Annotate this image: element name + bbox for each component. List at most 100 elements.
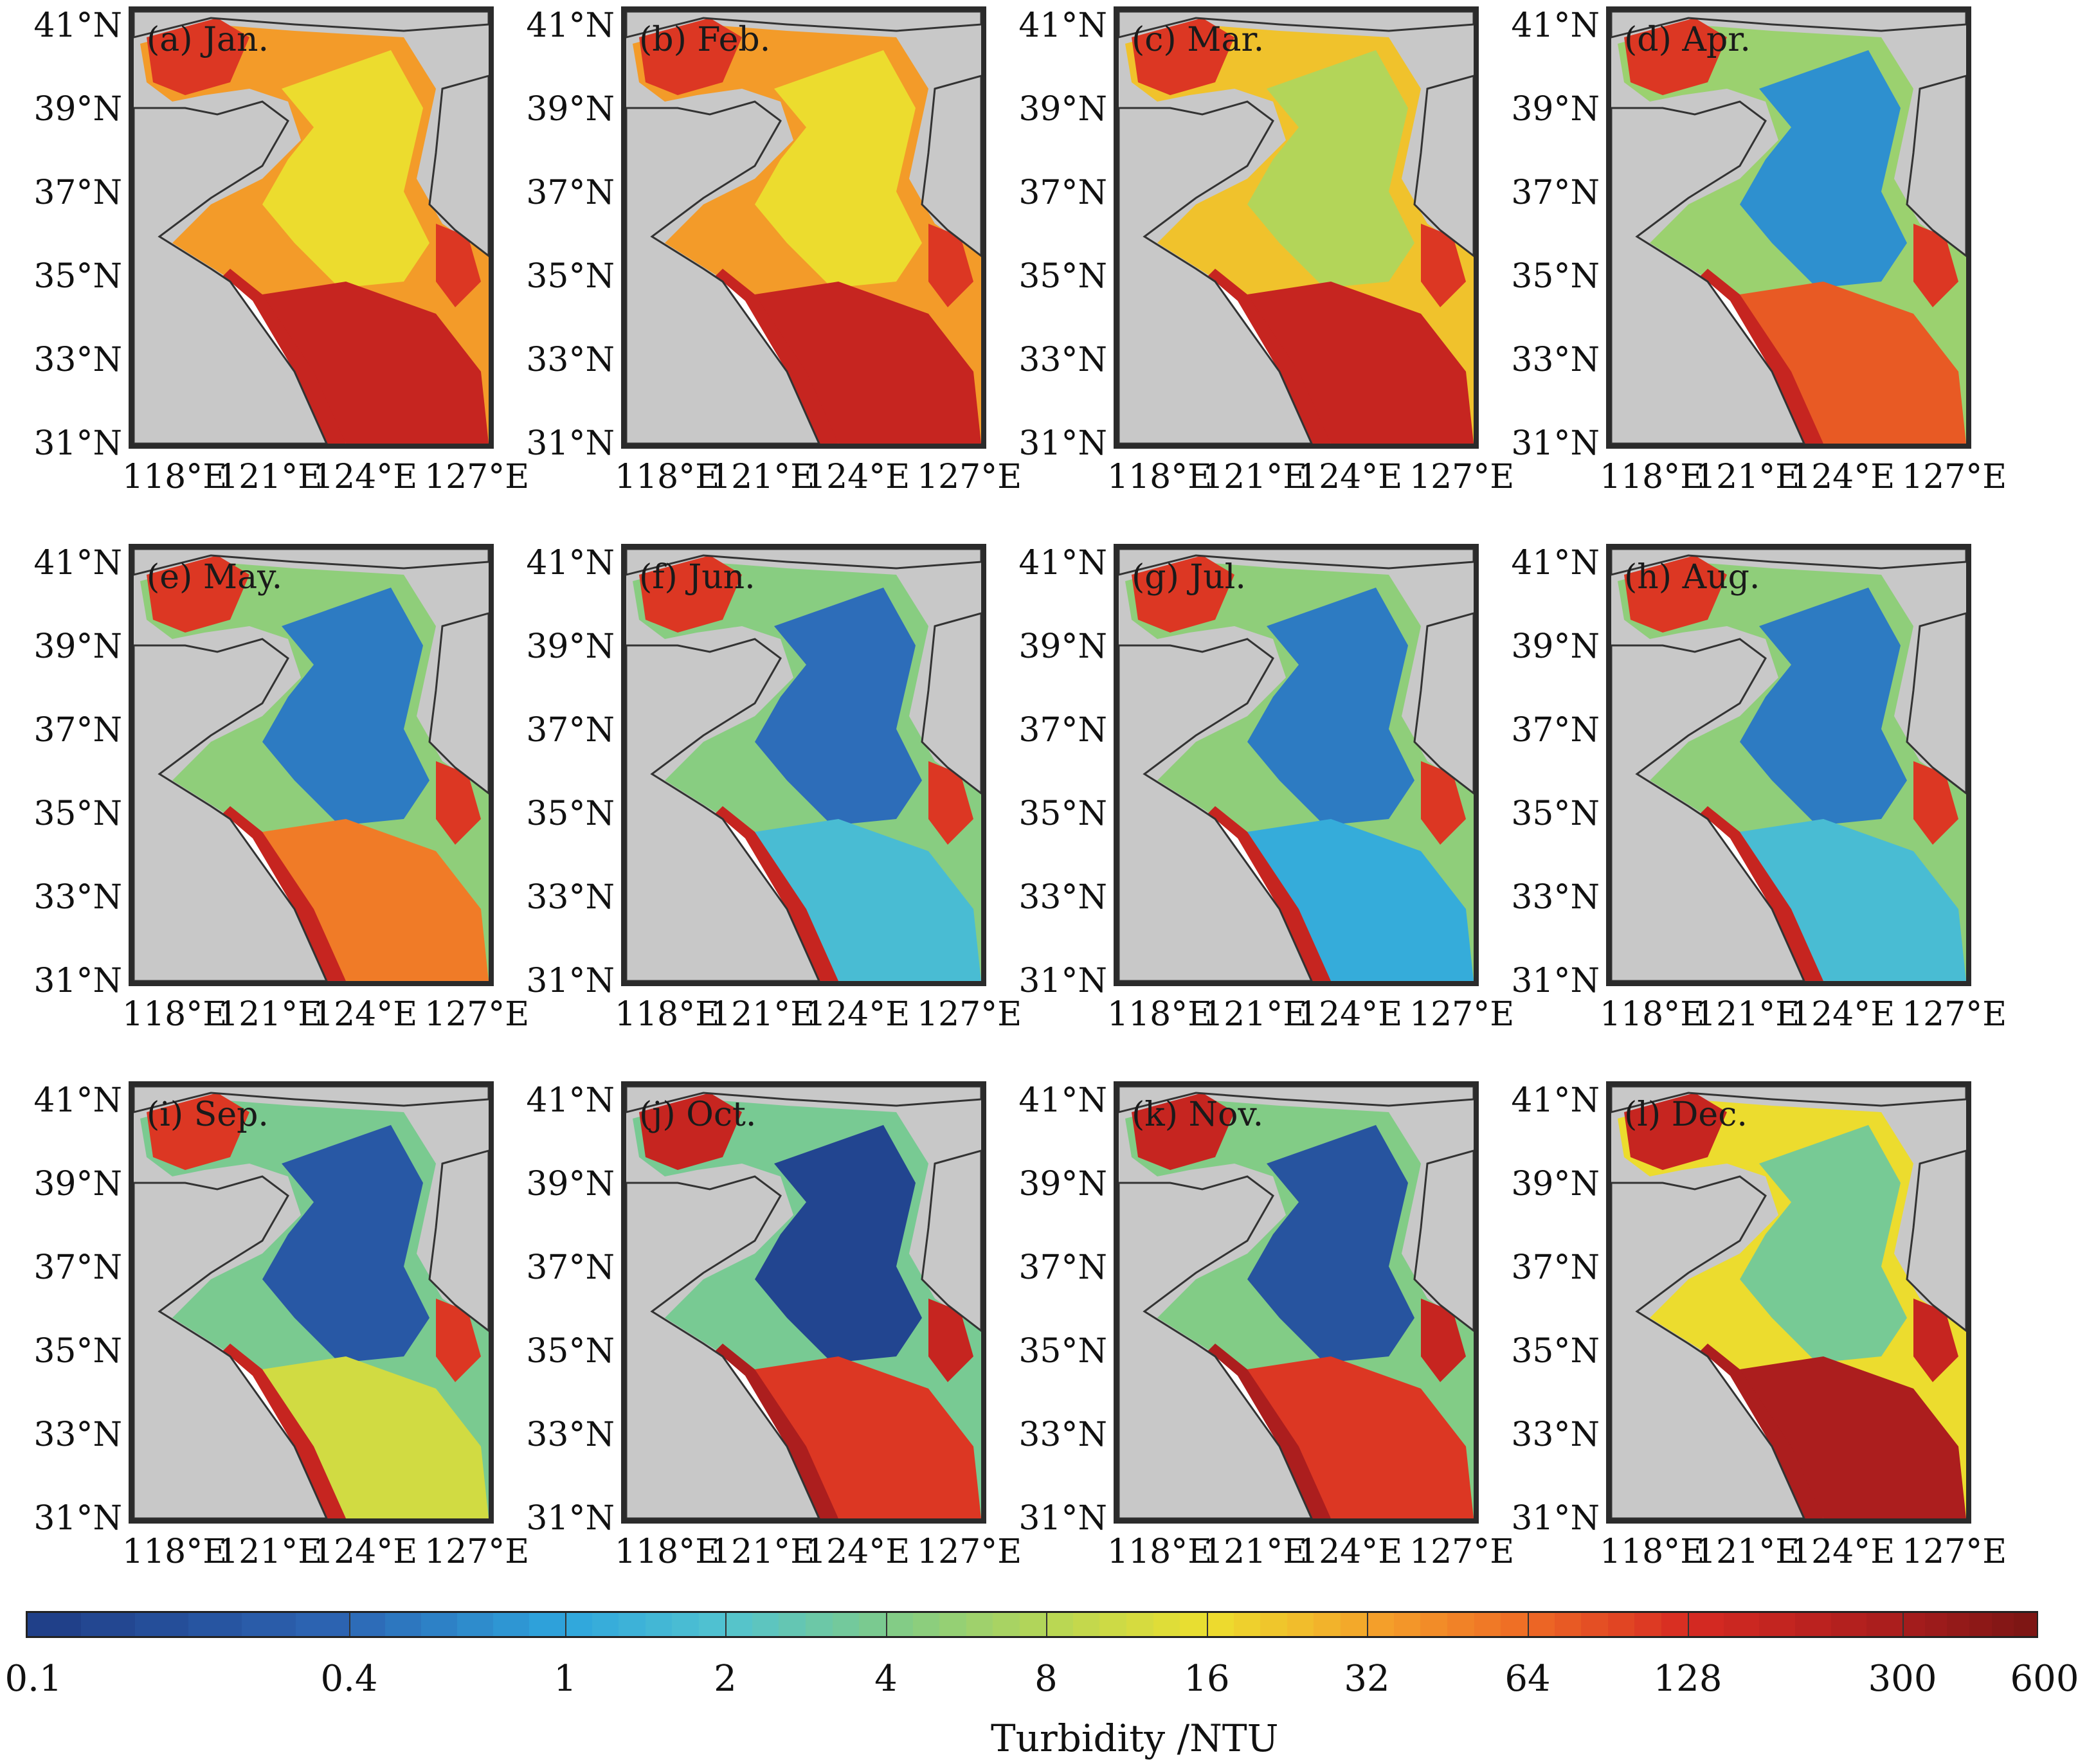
turbidity-map bbox=[134, 1086, 489, 1518]
longitude-axis: 118°E 121°E 124°E 127°E bbox=[615, 458, 1022, 503]
bohai-sea-region bbox=[1132, 18, 1234, 95]
colorbar-segment bbox=[1902, 1613, 1926, 1636]
colorbar-tick-label: 1 bbox=[554, 1658, 577, 1700]
latitude-tick-label: 39°N bbox=[1511, 1165, 1600, 1203]
panel-label: (d) Apr. bbox=[1624, 21, 1751, 59]
bohai-sea-region bbox=[1624, 1093, 1727, 1170]
land-china bbox=[1119, 1176, 1312, 1518]
map-frame: (e) May. bbox=[129, 544, 494, 986]
colorbar-segment bbox=[295, 1613, 350, 1636]
southern-shelf-region bbox=[262, 819, 489, 981]
latitude-tick-label: 33°N bbox=[526, 1416, 615, 1454]
longitude-tick-label: 121°E bbox=[710, 995, 815, 1034]
colorbar-segment bbox=[1866, 1613, 1903, 1636]
latitude-tick-label: 31°N bbox=[33, 424, 122, 463]
korean-coast-region bbox=[1421, 761, 1466, 845]
map-panel: 41°N 39°N 37°N 35°N 33°N 31°N (h) Aug. 118°E 121… bbox=[1477, 537, 2007, 1055]
colorbar-segment bbox=[1099, 1613, 1127, 1636]
colorbar-segment bbox=[1528, 1613, 1555, 1636]
land-korea bbox=[922, 613, 981, 793]
panel-label: (h) Aug. bbox=[1624, 558, 1760, 597]
coastline bbox=[1906, 612, 1966, 795]
coastline bbox=[626, 1086, 981, 1113]
map-frame: (l) Dec. bbox=[1606, 1081, 1971, 1524]
coastline bbox=[1611, 549, 1966, 576]
colorbar-segment bbox=[1607, 1613, 1635, 1636]
map-panel: 41°N 39°N 37°N 35°N 33°N 31°N (d) Apr. 118°E 121… bbox=[1477, 0, 2007, 518]
southern-shelf-region bbox=[755, 282, 981, 444]
latitude-tick-label: 37°N bbox=[33, 711, 122, 750]
longitude-tick-label: 118°E bbox=[1600, 1533, 1705, 1571]
map-frame: (a) Jan. bbox=[129, 6, 494, 449]
map-frame: (b) Feb. bbox=[621, 6, 986, 449]
latitude-axis: 41°N 39°N 37°N 35°N 33°N 31°N bbox=[0, 537, 122, 998]
latitude-tick-label: 35°N bbox=[1511, 795, 1600, 833]
longitude-tick-label: 124°E bbox=[805, 995, 910, 1034]
colorbar-segment bbox=[134, 1613, 189, 1636]
offshore-region bbox=[1247, 588, 1414, 825]
longitude-tick-label: 127°E bbox=[424, 458, 530, 496]
colorbar-divider bbox=[886, 1613, 887, 1636]
latitude-tick-label: 37°N bbox=[1511, 711, 1600, 750]
coastline bbox=[626, 100, 820, 444]
longitude-tick-label: 121°E bbox=[1202, 1533, 1308, 1571]
southern-shelf-region bbox=[1247, 819, 1474, 981]
land-korea bbox=[429, 1151, 489, 1331]
longitude-tick-label: 121°E bbox=[1695, 1533, 1800, 1571]
panel-label: (i) Sep. bbox=[147, 1095, 269, 1134]
map-panel: 41°N 39°N 37°N 35°N 33°N 31°N (l) Dec. 118°E 121… bbox=[1477, 1075, 2007, 1592]
latitude-tick-label: 35°N bbox=[33, 257, 122, 296]
latitude-tick-label: 35°N bbox=[1018, 795, 1107, 833]
latitude-tick-label: 35°N bbox=[1018, 257, 1107, 296]
colorbar-divider bbox=[1688, 1613, 1689, 1636]
latitude-tick-label: 35°N bbox=[1511, 257, 1600, 296]
turbidity-map bbox=[1611, 1086, 1966, 1518]
longitude-tick-label: 121°E bbox=[217, 995, 323, 1034]
southern-shelf-region bbox=[262, 1356, 489, 1518]
map-panel: 41°N 39°N 37°N 35°N 33°N 31°N (e) May. 118°E 121… bbox=[0, 537, 529, 1055]
latitude-tick-label: 37°N bbox=[1511, 1248, 1600, 1287]
latitude-axis: 41°N 39°N 37°N 35°N 33°N 31°N bbox=[492, 0, 615, 460]
colorbar-segment bbox=[912, 1613, 940, 1636]
land-korea bbox=[429, 76, 489, 256]
colorbar-divider bbox=[565, 1613, 566, 1636]
latitude-tick-label: 37°N bbox=[526, 1248, 615, 1287]
longitude-axis: 118°E 121°E 124°E 127°E bbox=[1600, 995, 2007, 1040]
colorbar-segment bbox=[565, 1613, 593, 1636]
coastline bbox=[134, 1086, 489, 1113]
land-china bbox=[134, 102, 327, 444]
coastline bbox=[134, 549, 489, 576]
turbidity-map bbox=[1611, 549, 1966, 981]
latitude-tick-label: 39°N bbox=[1018, 627, 1107, 666]
longitude-tick-label: 124°E bbox=[805, 458, 910, 496]
turbidity-map bbox=[134, 12, 489, 444]
latitude-axis: 41°N 39°N 37°N 35°N 33°N 31°N bbox=[985, 1075, 1107, 1535]
longitude-axis: 118°E 121°E 124°E 127°E bbox=[615, 1533, 1022, 1578]
korean-coast-region bbox=[1913, 761, 1958, 845]
coastline bbox=[1906, 1149, 1966, 1332]
land-china bbox=[626, 639, 819, 981]
turbidity-map bbox=[626, 1086, 981, 1518]
longitude-tick-label: 118°E bbox=[1107, 1533, 1213, 1571]
colorbar-segment bbox=[493, 1613, 530, 1636]
latitude-tick-label: 39°N bbox=[526, 627, 615, 666]
land-china bbox=[1611, 1176, 1804, 1518]
coastline bbox=[921, 75, 981, 257]
bohai-sea-region bbox=[147, 1093, 249, 1170]
latitude-tick-label: 35°N bbox=[1018, 1332, 1107, 1371]
longitude-tick-label: 121°E bbox=[710, 1533, 815, 1571]
latitude-tick-label: 31°N bbox=[1511, 962, 1600, 1000]
longitude-tick-label: 118°E bbox=[1600, 995, 1705, 1034]
offshore-region bbox=[755, 50, 922, 288]
map-frame: (f) Jun. bbox=[621, 544, 986, 986]
colorbar-segment bbox=[1367, 1613, 1395, 1636]
coastline bbox=[1611, 638, 1805, 981]
longitude-tick-label: 127°E bbox=[1409, 458, 1515, 496]
coastline bbox=[921, 1149, 981, 1332]
latitude-tick-label: 35°N bbox=[33, 1332, 122, 1371]
colorbar-segment bbox=[779, 1613, 806, 1636]
latitude-tick-label: 41°N bbox=[33, 544, 122, 582]
colorbar-segment bbox=[1126, 1613, 1154, 1636]
latitude-tick-label: 33°N bbox=[33, 341, 122, 379]
longitude-tick-label: 118°E bbox=[122, 995, 228, 1034]
